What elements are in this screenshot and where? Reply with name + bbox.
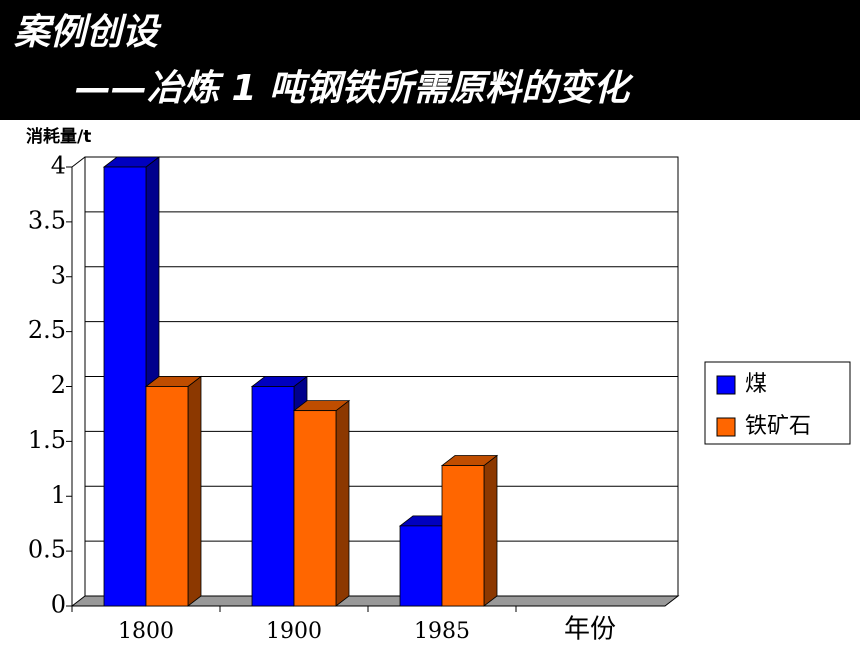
slide-subtitle: ——冶炼 1 吨钢铁所需原料的变化 xyxy=(75,68,634,109)
y-tick-label: 2 xyxy=(51,371,66,399)
bar xyxy=(103,166,147,607)
legend-label: 铁矿石 xyxy=(745,414,811,439)
bar xyxy=(145,386,189,607)
x-tick-label: 1900 xyxy=(266,619,322,644)
legend-label: 煤 xyxy=(745,372,767,397)
y-tick-label: 2.5 xyxy=(28,316,66,344)
y-axis-label: 消耗量/t xyxy=(26,126,91,147)
y-tick-label: 4 xyxy=(51,152,66,180)
y-tick-label: 3 xyxy=(51,261,66,289)
slide-title: 案例创设 xyxy=(14,12,162,53)
bar xyxy=(399,525,443,607)
y-tick-label: 1.5 xyxy=(28,426,66,454)
y-tick-label: 0 xyxy=(51,591,66,619)
y-tick-label: 3.5 xyxy=(28,206,66,234)
legend-swatch xyxy=(716,417,736,437)
bar-side xyxy=(187,375,202,607)
x-tick-label: 1800 xyxy=(118,619,174,644)
bar-side xyxy=(483,454,498,607)
y-tick-label: 1 xyxy=(51,481,66,509)
bar xyxy=(293,410,337,607)
bar xyxy=(251,386,295,607)
wall-edge xyxy=(71,156,86,168)
bar-side xyxy=(335,399,350,607)
x-axis-label: 年份 xyxy=(564,615,616,645)
header-band xyxy=(0,0,860,120)
bar xyxy=(441,465,485,607)
legend-swatch xyxy=(716,375,736,395)
x-tick-label: 1985 xyxy=(414,619,470,644)
y-tick-label: 0.5 xyxy=(28,536,66,564)
